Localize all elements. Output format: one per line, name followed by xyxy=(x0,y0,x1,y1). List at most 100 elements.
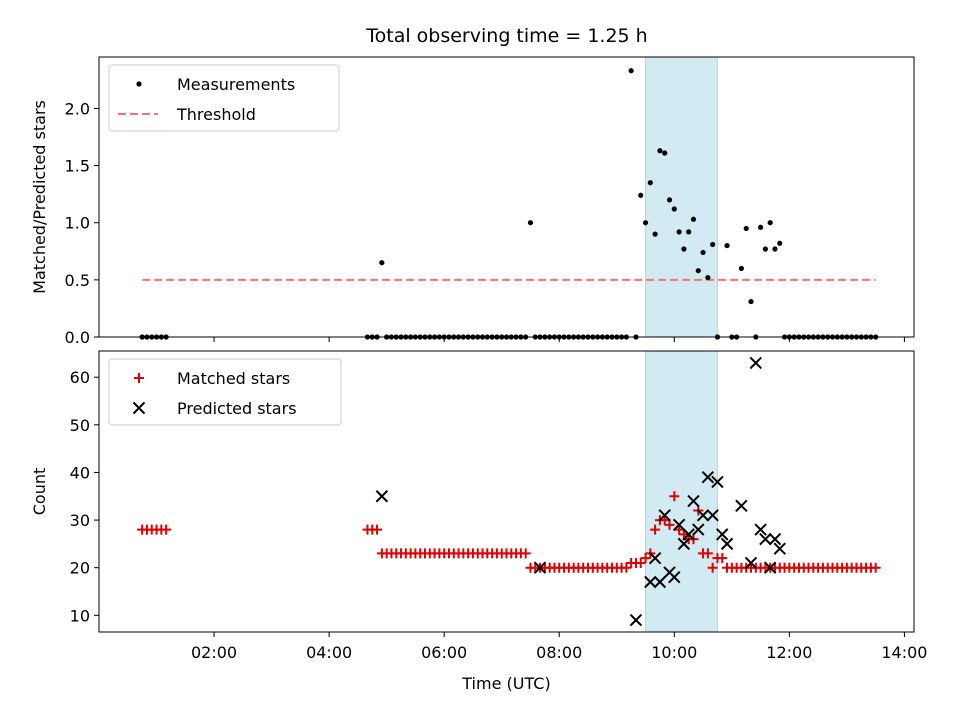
predicted-star-point xyxy=(696,509,710,522)
measurement-point xyxy=(647,180,653,186)
legend-label: Predicted stars xyxy=(177,399,297,418)
y-axis-label: Count xyxy=(30,468,49,516)
measurement-point xyxy=(638,192,644,198)
measurement-point xyxy=(379,260,385,266)
y-tick-label: 1.5 xyxy=(65,157,90,176)
matched-star-point xyxy=(621,562,632,573)
measurement-point xyxy=(657,148,663,154)
highlight-span xyxy=(645,350,718,633)
chart-title: Total observing time = 1.25 h xyxy=(365,25,647,47)
measurement-point xyxy=(757,224,764,230)
measurement-point xyxy=(743,225,749,232)
x-tick-label: 12:00 xyxy=(766,643,812,662)
x-tick-label: 08:00 xyxy=(536,643,582,662)
predicted-star-point xyxy=(763,561,777,574)
predicted-star-point xyxy=(749,356,763,370)
predicted-star-point xyxy=(754,523,767,536)
axes-frame xyxy=(98,350,915,633)
predicted-star-point xyxy=(701,471,715,484)
measurement-point xyxy=(762,246,768,252)
y-tick-label: 50 xyxy=(70,416,90,435)
measurement-point xyxy=(527,220,534,226)
series-1 xyxy=(375,356,786,627)
measurement-point xyxy=(686,229,692,235)
x-tick-label: 06:00 xyxy=(421,643,467,662)
legend-label: Threshold xyxy=(176,105,256,124)
measurement-point xyxy=(724,242,730,249)
measurement-point xyxy=(681,246,687,252)
measurement-point xyxy=(772,246,778,252)
matched-star-point xyxy=(870,562,881,573)
bottom-panel-counts: 10 20 30 40 50 60 02:00 04:00 06:00 08:00 10:00 12:… xyxy=(30,350,927,693)
measurement-point xyxy=(777,240,783,246)
matched-star-point xyxy=(640,553,651,564)
measurement-point xyxy=(748,298,754,305)
measurement-point xyxy=(652,231,658,237)
predicted-star-point xyxy=(773,542,786,555)
predicted-star-point xyxy=(692,523,705,536)
predicted-star-point xyxy=(629,613,643,627)
predicted-star-point xyxy=(711,475,724,489)
predicted-star-point xyxy=(375,490,389,503)
matched-star-point xyxy=(161,524,172,535)
x-axis-label: Time (UTC) xyxy=(461,674,550,693)
measurement-point xyxy=(662,150,668,156)
legend-box xyxy=(108,358,342,426)
y-tick-label: 1.0 xyxy=(65,214,90,233)
predicted-star-point xyxy=(706,509,719,522)
predicted-star-point xyxy=(720,537,734,551)
matched-star-point xyxy=(372,524,383,535)
measurement-point xyxy=(676,229,682,235)
matched-star-point xyxy=(674,524,685,535)
legend-label: Measurements xyxy=(177,75,295,94)
y-tick-label: 0.0 xyxy=(65,328,90,347)
measurement-point xyxy=(767,220,773,226)
measurement-point xyxy=(642,220,649,226)
matched-star-point xyxy=(669,491,680,502)
predicted-star-point xyxy=(653,575,667,589)
measurement-point xyxy=(695,268,701,274)
measurement-point xyxy=(705,274,711,281)
predicted-star-point xyxy=(768,532,782,546)
legend: Matched stars Predicted stars xyxy=(108,358,342,426)
measurement-point xyxy=(710,241,716,248)
y-tick-label: 30 xyxy=(70,511,90,530)
predicted-star-point xyxy=(533,561,547,574)
y-tick-label: 2.0 xyxy=(65,99,90,118)
predicted-star-point xyxy=(648,551,662,565)
predicted-star-point xyxy=(759,532,772,546)
series-0 xyxy=(137,491,881,573)
legend-marker-matched xyxy=(134,373,144,383)
measurement-point xyxy=(690,216,697,222)
predicted-star-point xyxy=(644,575,657,589)
predicted-star-point xyxy=(735,499,748,512)
legend: Measurements Threshold xyxy=(108,64,340,132)
predicted-star-point xyxy=(658,509,671,522)
y-axis-label: Matched/Predicted stars xyxy=(30,100,49,294)
legend-marker-predicted xyxy=(132,401,146,415)
x-tick-label: 02:00 xyxy=(191,643,237,662)
predicted-star-point xyxy=(716,528,729,541)
x-tick-label: 14:00 xyxy=(881,643,927,662)
matched-star-point xyxy=(707,562,718,573)
highlight-span xyxy=(645,56,718,338)
predicted-star-point xyxy=(677,537,691,551)
y-tick-label: 40 xyxy=(70,463,90,482)
legend-box xyxy=(108,64,340,132)
measurement-point xyxy=(700,249,706,256)
top-panel-ratio: 0.0 0.5 1.0 1.5 2.0 Matched/Predicted stars Me… xyxy=(30,56,915,347)
predicted-star-point xyxy=(672,518,686,532)
y-tick-label: 10 xyxy=(70,606,90,625)
matched-star-point xyxy=(650,524,661,535)
axes-frame xyxy=(98,56,915,338)
measurement-point xyxy=(666,197,673,203)
x-tick-label: 10:00 xyxy=(651,643,697,662)
predicted-star-point xyxy=(744,556,758,570)
legend-label: Matched stars xyxy=(177,369,290,388)
measurement-point xyxy=(628,68,634,74)
predicted-star-point xyxy=(687,494,700,508)
matched-star-point xyxy=(520,548,531,559)
matched-star-point xyxy=(717,553,728,564)
predicted-star-point xyxy=(682,528,695,541)
